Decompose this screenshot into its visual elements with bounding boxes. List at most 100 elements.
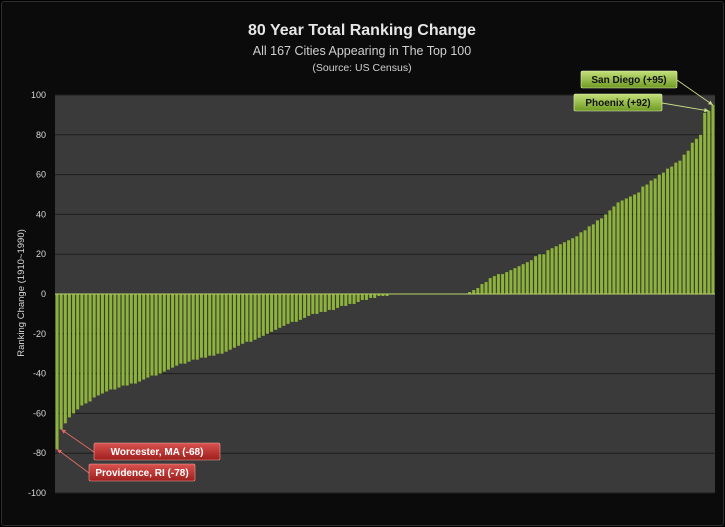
bar (480, 284, 484, 294)
y-axis-ticks: 100 80 60 40 20 0 -20 -40 -60 -80 -100 (28, 90, 46, 498)
bar (336, 294, 340, 308)
bar (286, 294, 290, 324)
y-tick-label: 0 (41, 289, 46, 299)
bar (674, 162, 678, 294)
bar (67, 294, 71, 418)
callout-box (88, 463, 196, 482)
bar (633, 194, 637, 294)
chart-subtitle: All 167 Cities Appearing in The Top 100 (253, 44, 471, 58)
bar (661, 172, 665, 294)
callout-label: Phoenix (+92) (585, 98, 650, 109)
bar (331, 294, 335, 310)
bar (525, 262, 529, 294)
bar (377, 294, 381, 296)
callout-label: Worcester, MA (-68) (111, 447, 204, 458)
bar (385, 294, 389, 296)
bar (583, 230, 587, 294)
bars (55, 104, 715, 450)
callout-arrowhead (57, 449, 62, 454)
bar (558, 244, 562, 294)
bar (113, 294, 117, 390)
bar (521, 264, 525, 294)
bar (666, 168, 670, 294)
callout-arrowhead (708, 100, 713, 105)
bar (608, 210, 612, 294)
bar (80, 294, 84, 406)
bar (624, 198, 628, 294)
bar (142, 294, 146, 380)
bar (303, 294, 307, 318)
bar (220, 294, 224, 354)
y-axis-label: Ranking Change (1910~1990) (16, 229, 27, 357)
bar (96, 294, 100, 396)
bar (517, 266, 521, 294)
bar (546, 250, 550, 294)
bar (76, 294, 80, 410)
bar (109, 294, 113, 390)
bar (175, 294, 179, 366)
bar (92, 294, 96, 398)
y-tick-label: 40 (36, 209, 46, 219)
bar (117, 294, 121, 388)
bar (538, 254, 542, 294)
callout-leader (676, 79, 714, 106)
bar (670, 166, 674, 294)
bar (171, 294, 175, 368)
bar (513, 268, 517, 294)
bar (265, 294, 269, 334)
bar (348, 294, 352, 304)
bar (657, 174, 661, 294)
bar (579, 232, 583, 294)
bar (245, 294, 249, 342)
y-tick-label: -60 (33, 408, 46, 418)
y-tick-label: 60 (36, 170, 46, 180)
bar (567, 240, 571, 294)
bar (575, 236, 579, 294)
bar (290, 294, 294, 322)
bar (707, 110, 711, 294)
bar (187, 294, 191, 362)
bar (364, 294, 368, 300)
bar (369, 294, 373, 298)
bar (191, 294, 195, 360)
y-tick-label: -40 (33, 369, 46, 379)
bar (686, 150, 690, 294)
bar (703, 112, 707, 294)
bar (105, 294, 109, 392)
callout-label: Providence, RI (-78) (95, 468, 188, 479)
bar (472, 290, 476, 294)
bar (241, 294, 245, 344)
bar (199, 294, 203, 358)
bar (216, 294, 220, 354)
bar (323, 294, 327, 312)
bar (509, 270, 513, 294)
bar (468, 292, 472, 294)
bar (604, 214, 608, 294)
bar (694, 138, 698, 294)
bar (381, 294, 385, 296)
bar (129, 294, 133, 384)
bar (591, 224, 595, 294)
bar (270, 294, 274, 332)
chart-title: 80 Year Total Ranking Change (248, 22, 476, 39)
bar (72, 294, 76, 414)
bar (100, 294, 104, 394)
bar (496, 274, 500, 294)
bar (641, 186, 645, 294)
y-tick-label: -80 (33, 448, 46, 458)
bar (63, 294, 67, 424)
callout-leader (56, 448, 90, 474)
bar (253, 294, 257, 340)
bar (204, 294, 208, 358)
bar (257, 294, 261, 338)
callout-leader (60, 428, 95, 453)
bar (678, 160, 682, 294)
bar (352, 294, 356, 304)
bar (356, 294, 360, 302)
bar (228, 294, 232, 350)
bar (59, 294, 63, 430)
bar (278, 294, 282, 328)
callout-box (580, 70, 678, 89)
callout-box (573, 93, 663, 112)
